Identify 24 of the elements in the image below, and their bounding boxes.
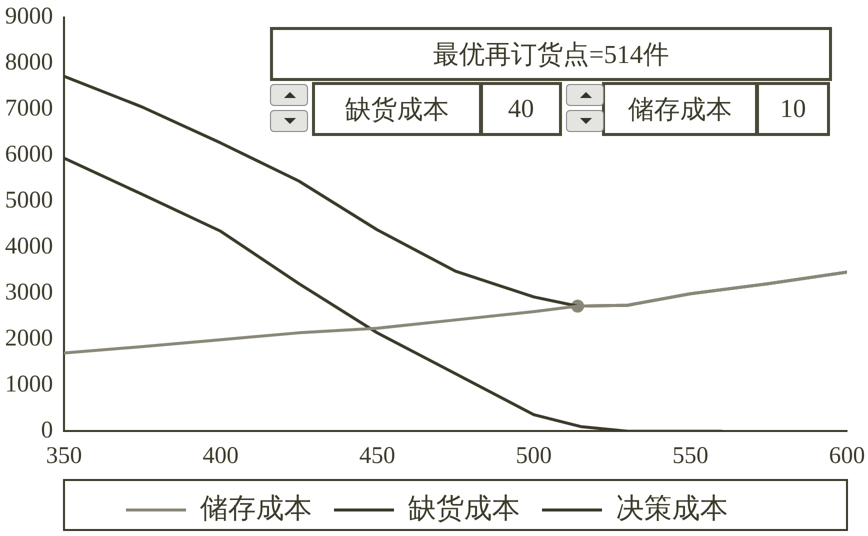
x-tick-label: 450 xyxy=(359,442,396,469)
y-tick-label: 0 xyxy=(41,417,53,444)
annotation: 缺货成本 xyxy=(312,82,482,136)
y-tick-label: 3000 xyxy=(5,280,53,306)
annotation: 最优再订货点=514件 xyxy=(270,27,832,81)
y-tick-label: 2000 xyxy=(5,326,53,352)
y-tick-label: 9000 xyxy=(5,4,53,30)
annotation: 10 xyxy=(756,82,830,136)
y-tick-label: 5000 xyxy=(5,188,53,214)
legend-label: 储存成本 xyxy=(200,493,312,524)
y-tick-label: 8000 xyxy=(5,50,53,76)
y-tick-label: 6000 xyxy=(5,142,53,168)
annotation: 储存成本 xyxy=(602,82,758,136)
x-tick-label: 350 xyxy=(46,442,82,469)
y-tick-label: 4000 xyxy=(5,234,53,260)
x-tick-label: 600 xyxy=(829,442,865,469)
legend-label: 缺货成本 xyxy=(408,493,520,524)
annotation: 40 xyxy=(480,82,562,136)
legend-label: 决策成本 xyxy=(616,493,728,524)
x-tick-label: 400 xyxy=(202,442,239,469)
x-tick-label: 500 xyxy=(516,442,552,469)
y-tick-label: 1000 xyxy=(5,372,53,398)
x-tick-label: 550 xyxy=(672,442,708,469)
y-tick-label: 7000 xyxy=(5,96,53,122)
